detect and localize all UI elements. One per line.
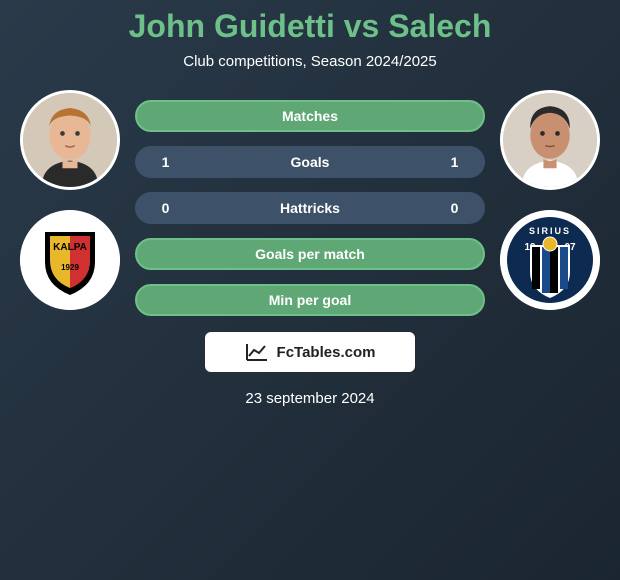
page-title: John Guidetti vs Salech (0, 8, 620, 45)
club-right-badge-icon: SIRIUS 19 07 (500, 210, 600, 310)
chart-icon (245, 342, 269, 362)
club-left-badge-icon: KALPA 1929 (20, 210, 120, 310)
stat-label: Goals per match (180, 246, 440, 262)
stat-left-value: 0 (153, 200, 178, 216)
stat-row-goals-per-match: Goals per match (135, 238, 485, 270)
player-right-photo (500, 90, 600, 190)
stat-row-matches: Matches (135, 100, 485, 132)
content-area: KALPA 1929 Matches 1 Goals 1 0 Hattricks… (0, 90, 620, 316)
footer: FcTables.com 23 september 2024 (0, 332, 620, 407)
brand-box[interactable]: FcTables.com (205, 332, 415, 372)
stat-right-value: 0 (442, 200, 467, 216)
player-left-photo (20, 90, 120, 190)
stat-row-goals: 1 Goals 1 (135, 146, 485, 178)
stat-right-value: 1 (442, 154, 467, 170)
stats-column: Matches 1 Goals 1 0 Hattricks 0 Goals pe… (135, 90, 485, 316)
player-right-avatar-icon (503, 93, 597, 187)
club-right-badge: SIRIUS 19 07 (500, 210, 600, 310)
stat-label: Min per goal (180, 292, 440, 308)
stat-row-min-per-goal: Min per goal (135, 284, 485, 316)
player-left-column: KALPA 1929 (15, 90, 125, 310)
player-left-avatar-icon (23, 93, 117, 187)
stat-label: Hattricks (178, 200, 442, 216)
stat-left-value: 1 (153, 154, 178, 170)
header: John Guidetti vs Salech Club competition… (0, 0, 620, 70)
svg-text:SIRIUS: SIRIUS (529, 226, 571, 236)
svg-text:KALPA: KALPA (53, 242, 87, 253)
stat-label: Matches (180, 108, 440, 124)
footer-date: 23 september 2024 (0, 390, 620, 407)
club-left-badge: KALPA 1929 (20, 210, 120, 310)
player-right-column: SIRIUS 19 07 (495, 90, 605, 310)
stat-label: Goals (178, 154, 442, 170)
club-left-year: 1929 (61, 263, 79, 272)
brand-text: FcTables.com (277, 344, 376, 361)
stat-row-hattricks: 0 Hattricks 0 (135, 192, 485, 224)
page-subtitle: Club competitions, Season 2024/2025 (0, 53, 620, 70)
